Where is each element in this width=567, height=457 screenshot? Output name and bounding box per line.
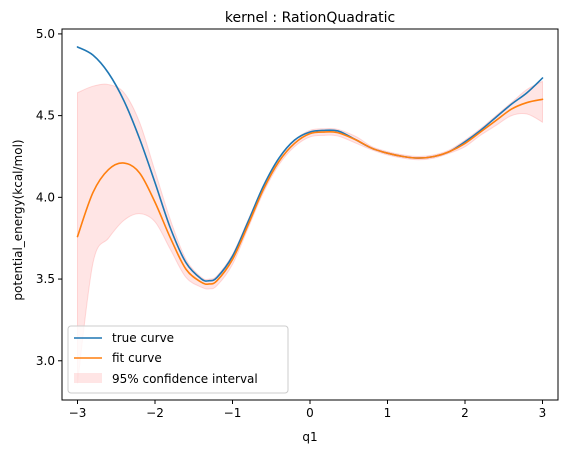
x-tick-label: 3 <box>539 406 547 420</box>
y-tick-label: 3.0 <box>36 354 55 368</box>
y-tick-label: 3.5 <box>36 272 55 286</box>
legend-label-true-curve: true curve <box>112 331 174 345</box>
x-tick-label: 2 <box>461 406 469 420</box>
y-axis-label: potential_energy(kcal/mol) <box>11 139 25 300</box>
confidence-interval-band <box>77 80 543 384</box>
y-tick-label: 4.0 <box>36 190 55 204</box>
x-tick-label: 1 <box>384 406 392 420</box>
legend-box <box>67 325 289 394</box>
plot-area <box>61 28 559 401</box>
y-tick-label: 5.0 <box>36 27 55 41</box>
confidence-band-layer <box>77 80 543 384</box>
legend-swatch-confidence-interval <box>74 373 102 383</box>
true-curve-line <box>76 46 544 282</box>
series-layer <box>76 46 544 286</box>
legend-label-confidence-interval: 95% confidence interval <box>112 372 258 386</box>
legend-label-fit-curve: fit curve <box>112 351 162 365</box>
fit-curve-line <box>76 98 544 286</box>
y-tick-label: 4.5 <box>36 109 55 123</box>
x-tick-label: −1 <box>224 406 242 420</box>
x-tick-label: −3 <box>69 406 87 420</box>
x-axis-ticks: −3 −2 −1 0 1 2 3 <box>69 400 547 420</box>
legend: true curve fit curve 95% confidence inte… <box>67 325 289 394</box>
y-axis-ticks: 3.0 3.5 4.0 4.5 5.0 <box>36 27 62 368</box>
chart-title: kernel : RationQuadratic <box>225 10 395 26</box>
x-tick-label: 0 <box>306 406 314 420</box>
x-axis-label: q1 <box>302 430 317 444</box>
x-tick-label: −2 <box>146 406 164 420</box>
